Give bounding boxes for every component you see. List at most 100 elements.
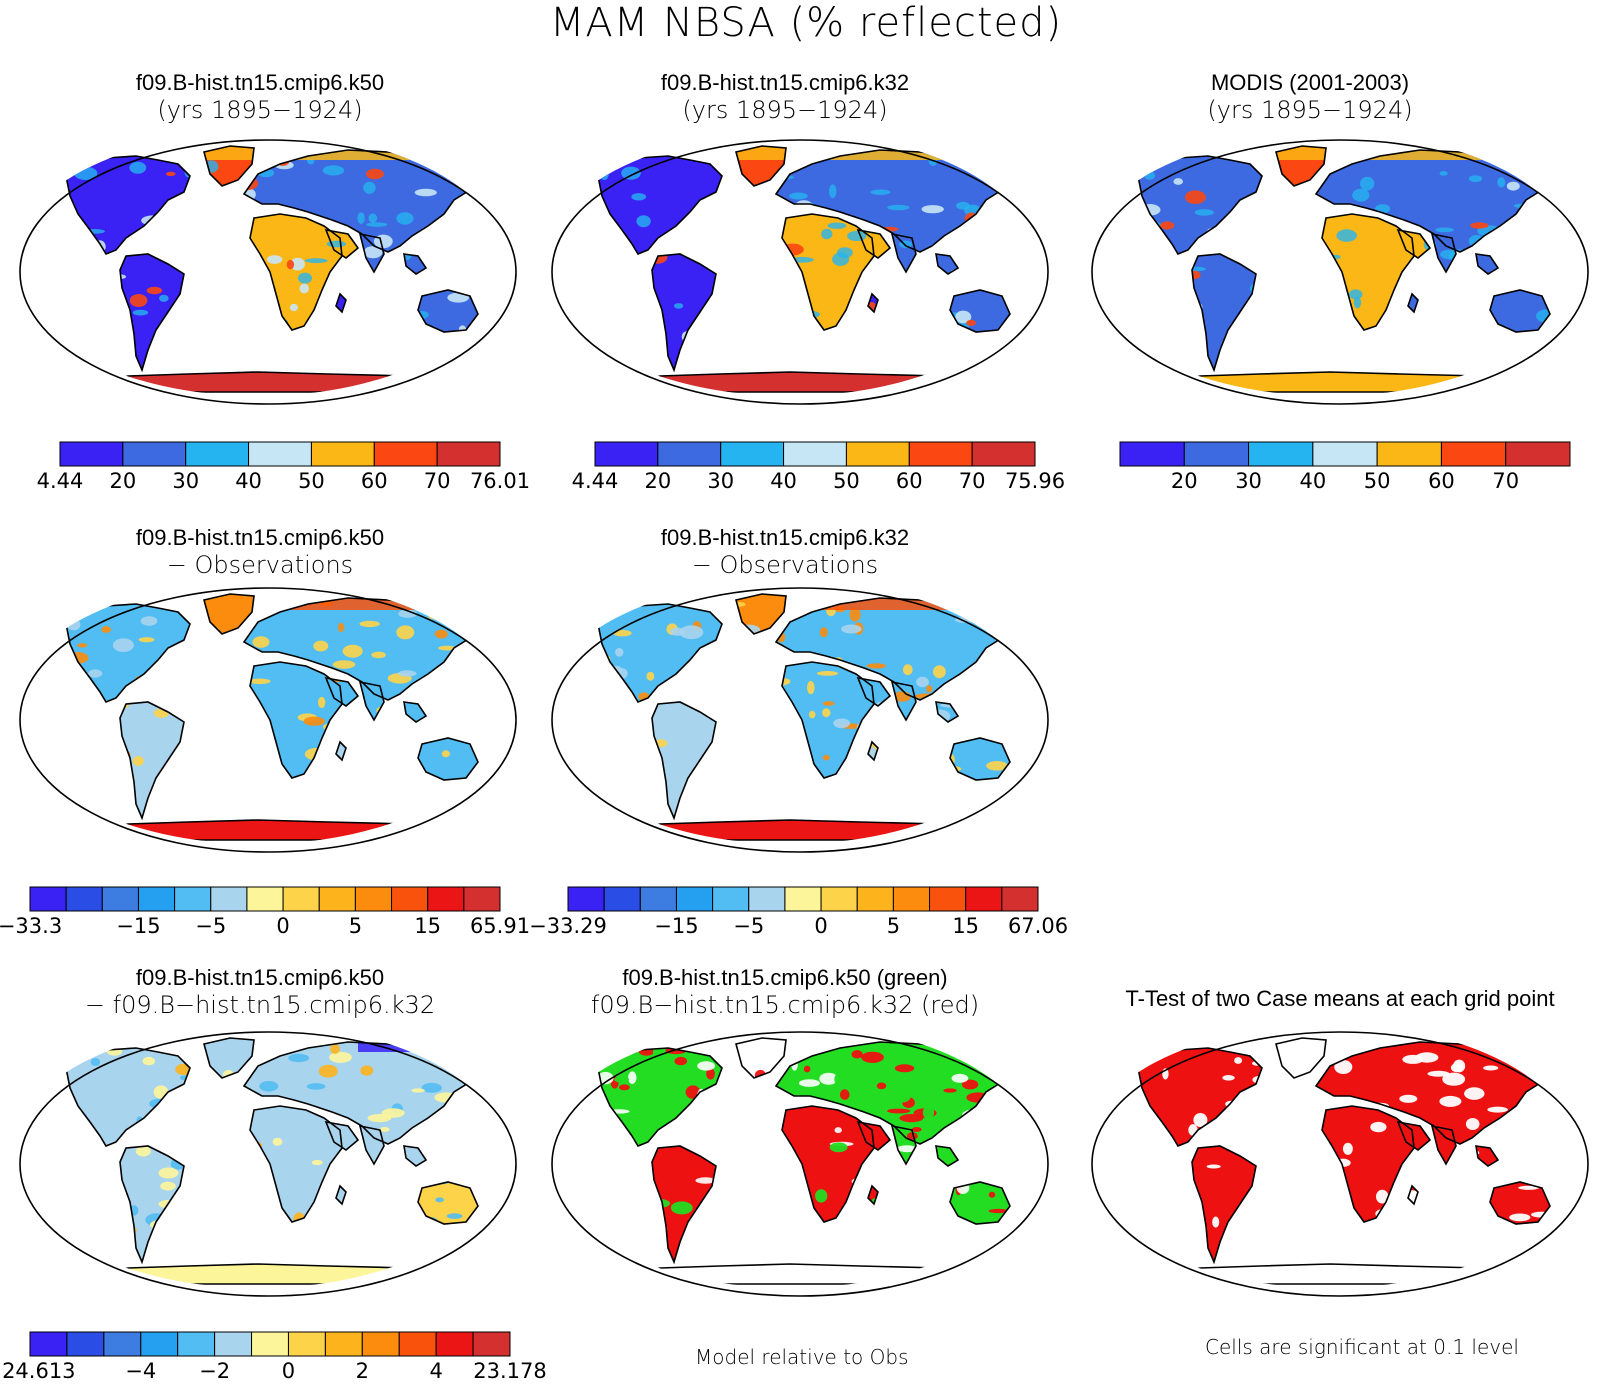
colorbar-tick-label: 20 — [109, 469, 136, 493]
colorbar-swatch — [373, 441, 438, 467]
panel-title-line1: f09.B-hist.tn15.cmip6.k50 — [135, 965, 385, 990]
colorbar-swatch — [246, 886, 284, 912]
map-panel-p5 — [551, 587, 1049, 853]
colorbar-tick-label: 60 — [896, 469, 923, 493]
panel-title-line1: f09.B-hist.tn15.cmip6.k50 (green) — [622, 965, 948, 990]
panel-title-line1: f09.B-hist.tn15.cmip6.k50 — [135, 70, 385, 95]
panel-title-line1: MODIS (2001-2003) — [1210, 70, 1410, 95]
panel-title-line1: f09.B-hist.tn15.cmip6.k32 — [660, 525, 910, 550]
colorbar-tick-label: 23.178 — [473, 1359, 546, 1383]
colorbar-tick-label: −15 — [116, 914, 160, 938]
colorbar-tick-label: 15 — [414, 914, 441, 938]
panel-title-p6: f09.B-hist.tn15.cmip6.k50 − f09.B−hist.t… — [40, 965, 480, 1018]
panel-title-line2: f09.B−hist.tn15.cmip6.k32 (red) — [590, 991, 980, 1019]
colorbar-swatch — [1440, 441, 1507, 467]
colorbar-tick-label: 67.06 — [1008, 914, 1068, 938]
colorbar-tick-label: 40 — [770, 469, 797, 493]
colorbar-tick-label: 50 — [833, 469, 860, 493]
map-panel-p8 — [1091, 1031, 1589, 1297]
colorbar-tick-label: −33.3 — [0, 914, 62, 938]
colorbar-p1: 4.44 20 30 40 50 60 70 76.01 — [37, 441, 530, 493]
colorbar-swatch — [318, 886, 356, 912]
colorbar-swatch — [639, 886, 677, 912]
colorbar-swatch — [1001, 886, 1039, 912]
colorbar-swatch — [66, 1331, 105, 1357]
colorbar-tick-label: 4.44 — [37, 469, 84, 493]
panel-title-line2: (yrs 1895−1924) — [682, 96, 888, 124]
panel-title-p3: MODIS (2001-2003) (yrs 1895−1924) — [1110, 70, 1510, 124]
colorbar-swatch — [657, 441, 722, 467]
colorbar-swatch — [354, 886, 393, 912]
map-panel-p3 — [1091, 139, 1589, 405]
colorbar-tick-label: 70 — [1492, 469, 1519, 493]
colorbar-swatch — [210, 886, 248, 912]
panel-title-line1: f09.B-hist.tn15.cmip6.k32 — [660, 70, 910, 95]
colorbar-p6: −24.613 −4 −2 0 2 4 23.178 — [0, 1331, 547, 1383]
panel-title-line1: f09.B-hist.tn15.cmip6.k50 — [135, 525, 385, 550]
colorbar-swatch — [472, 1331, 511, 1357]
colorbar-tick-label: −5 — [733, 914, 764, 938]
colorbar-tick-label: 4.44 — [572, 469, 619, 493]
colorbar-tick-label: 30 — [707, 469, 734, 493]
colorbar-swatch — [435, 1331, 474, 1357]
panel-title-line2: − Observations — [691, 551, 879, 579]
colorbar-tick-label: 20 — [1171, 469, 1198, 493]
colorbar-swatch — [140, 1331, 179, 1357]
colorbar-swatch — [174, 886, 212, 912]
colorbar-swatch — [310, 441, 375, 467]
colorbar-tick-label: 0 — [276, 914, 289, 938]
colorbar-swatch — [1183, 441, 1250, 467]
colorbar-swatch — [783, 441, 847, 467]
colorbar-p5: −33.29 −15 −5 0 5 15 67.06 — [529, 886, 1068, 938]
colorbar-tick-label: 2 — [356, 1359, 369, 1383]
panel-title-p2: f09.B-hist.tn15.cmip6.k32 (yrs 1895−1924… — [585, 70, 985, 124]
colorbar-swatch — [101, 886, 139, 912]
colorbar-swatch — [1505, 441, 1571, 467]
colorbar-swatch — [594, 441, 659, 467]
colorbar-swatch — [845, 441, 910, 467]
colorbar-swatch — [122, 441, 187, 467]
colorbar-swatch — [59, 441, 124, 467]
colorbar-tick-label: 70 — [959, 469, 986, 493]
panel-title-p4: f09.B-hist.tn15.cmip6.k50 − Observations — [60, 525, 460, 579]
colorbar-tick-label: 40 — [235, 469, 262, 493]
colorbar-swatch — [137, 886, 176, 912]
colorbar-tick-label: −33.29 — [529, 914, 607, 938]
note-model-relative: Model relative to Obs — [695, 1345, 909, 1369]
colorbar-swatch — [1312, 441, 1378, 467]
colorbar-p2: 4.44 20 30 40 50 60 70 75.96 — [572, 441, 1065, 493]
panel-title-p1: f09.B-hist.tn15.cmip6.k50 (yrs 1895−1924… — [60, 70, 460, 123]
colorbar-swatch — [1248, 441, 1314, 467]
colorbar-tick-label: 60 — [361, 469, 388, 493]
colorbar-tick-label: 65.91 — [470, 914, 530, 938]
colorbar-tick-label: −24.613 — [0, 1359, 76, 1383]
colorbar-tick-label: −15 — [654, 914, 698, 938]
colorbar-swatch — [103, 1331, 142, 1357]
colorbar-swatch — [892, 886, 931, 912]
colorbar-swatch — [965, 886, 1003, 912]
colorbar-swatch — [361, 1331, 400, 1357]
panel-title-line2: (yrs 1895−1924) — [1207, 96, 1413, 124]
colorbar-swatch — [391, 886, 429, 912]
colorbar-tick-label: −2 — [199, 1359, 230, 1383]
colorbar-swatch — [567, 886, 605, 912]
colorbar-swatch — [720, 441, 785, 467]
colorbar-swatch — [675, 886, 714, 912]
panel-title-p7: f09.B-hist.tn15.cmip6.k50 (green) f09.B−… — [545, 965, 1025, 1019]
colorbar-tick-label: −5 — [195, 914, 226, 938]
figure-title: MAM NBSA (% reflected) — [549, 0, 1063, 46]
colorbar-swatch — [784, 886, 822, 912]
colorbar-swatch — [398, 1331, 437, 1357]
panel-title-line2: − Observations — [166, 551, 354, 579]
map-panel-p2 — [551, 139, 1049, 405]
colorbar-tick-label: 5 — [349, 914, 362, 938]
colorbar-swatch — [287, 1331, 326, 1357]
colorbar-swatch — [929, 886, 967, 912]
colorbar-swatch — [1119, 441, 1185, 467]
colorbar-tick-label: 50 — [298, 469, 325, 493]
colorbar-p3: 20 30 40 50 60 70 — [1119, 441, 1571, 493]
colorbar-swatch — [324, 1331, 363, 1357]
colorbar-swatch — [712, 886, 750, 912]
map-panel-p6 — [19, 1031, 517, 1297]
colorbar-tick-label: 76.01 — [470, 469, 530, 493]
